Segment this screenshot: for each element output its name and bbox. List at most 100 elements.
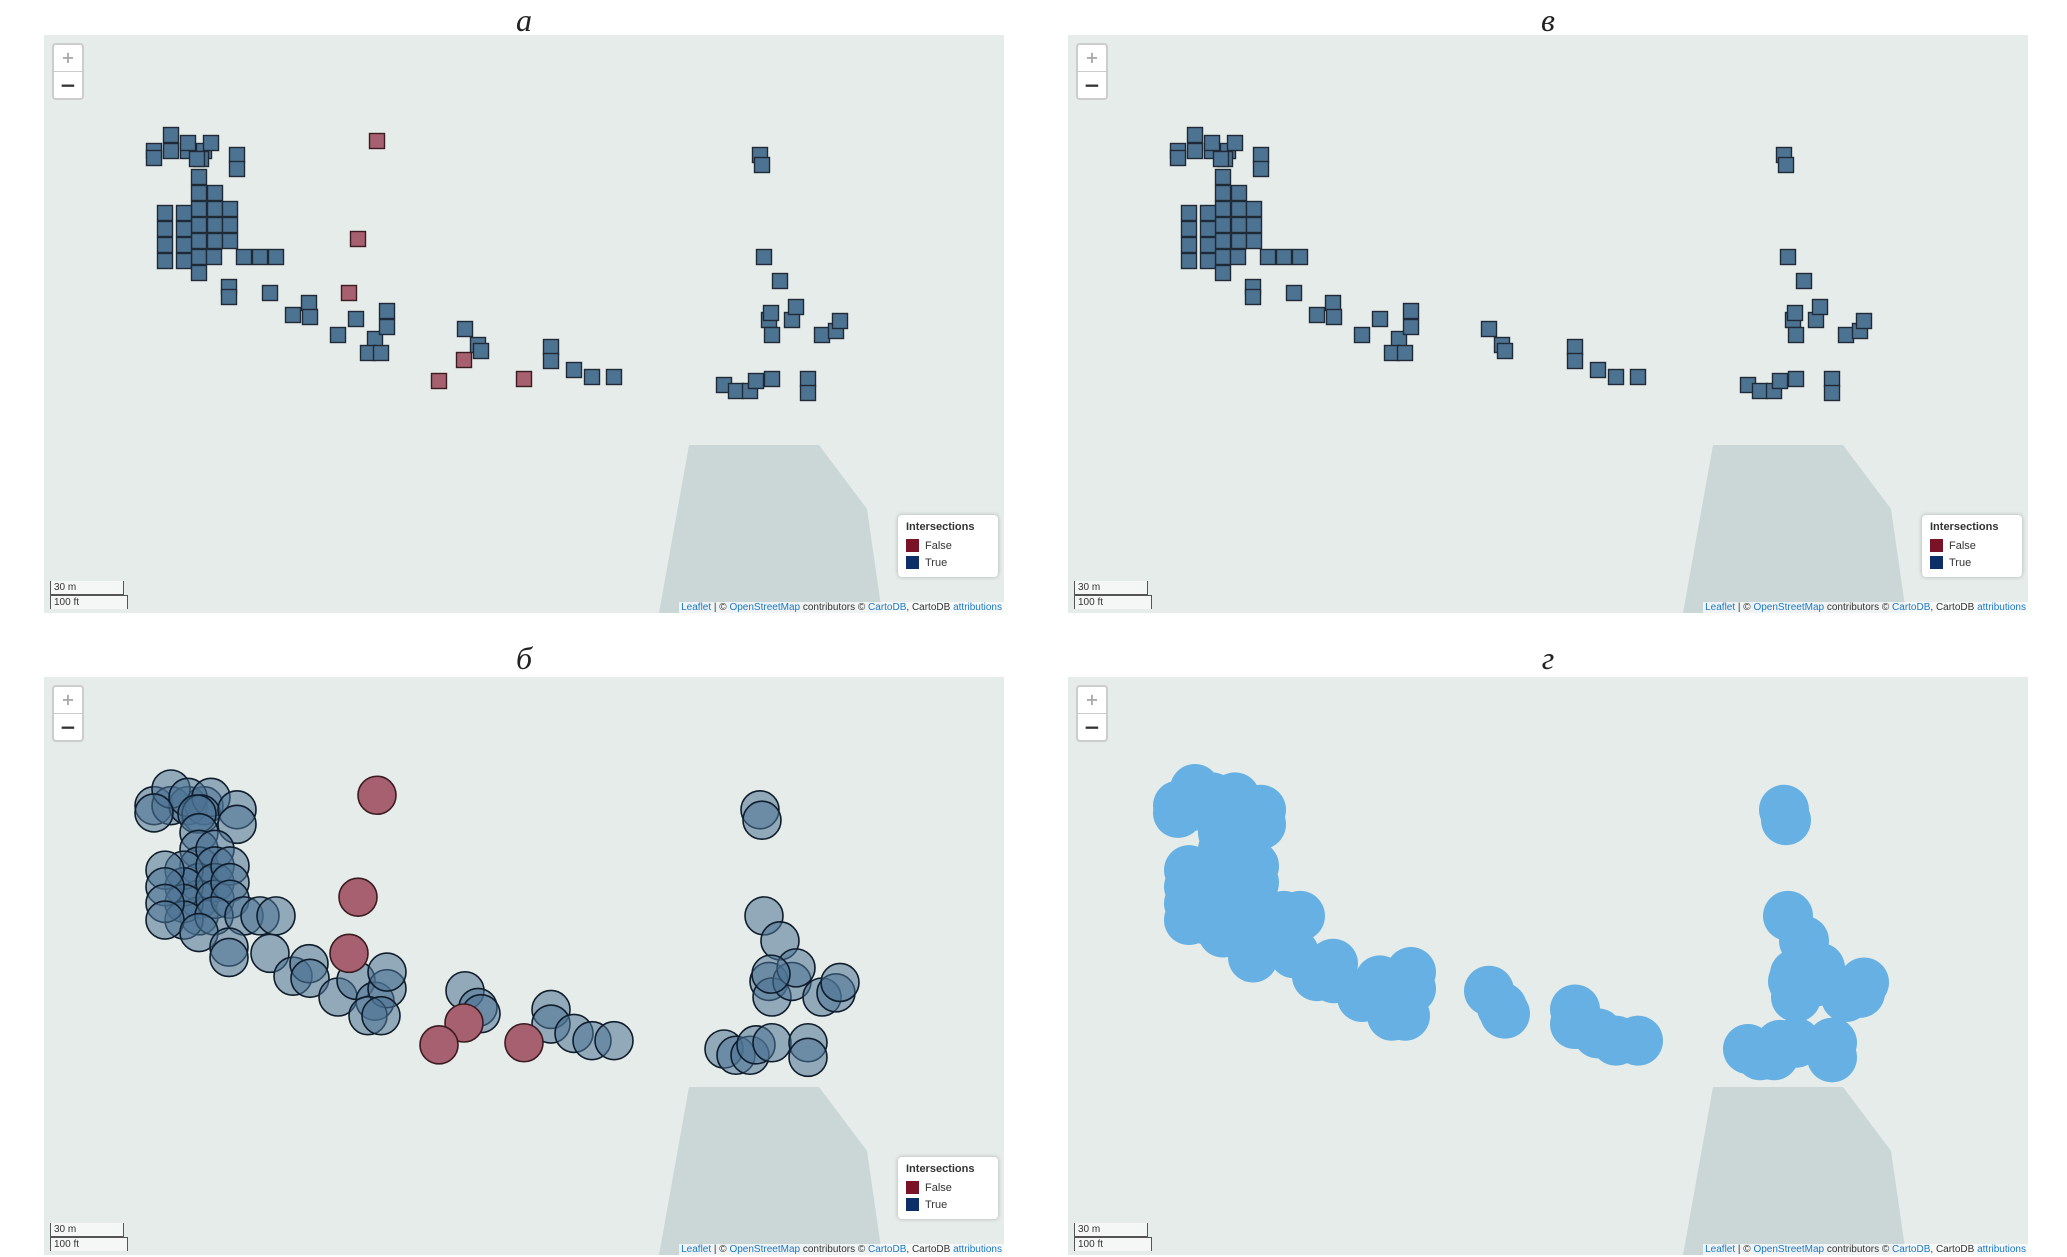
union-blob xyxy=(1807,1032,1857,1083)
map-panel-b[interactable]: + − Intersections False True 30 m 100 ft… xyxy=(44,677,1004,1255)
grid-cell-true xyxy=(190,168,208,186)
legend-item-false: False xyxy=(906,537,990,554)
grid-cell-true xyxy=(156,236,174,254)
grid-cell-true xyxy=(300,294,318,312)
map-canvas-a[interactable] xyxy=(44,35,1004,613)
union-blob xyxy=(1386,947,1436,998)
leaflet-link[interactable]: Leaflet xyxy=(1705,1244,1736,1255)
zoom-in-button[interactable]: + xyxy=(1078,687,1106,714)
legend: Intersections False True xyxy=(898,1157,998,1219)
grid-cell-true xyxy=(206,216,224,234)
map-canvas-b[interactable] xyxy=(44,677,1004,1255)
grid-cell-true xyxy=(1291,248,1309,266)
union-blob xyxy=(1153,787,1203,838)
attribution-carto-plain: , CartoDB xyxy=(1930,1244,1978,1255)
attributions-link[interactable]: attributions xyxy=(953,602,1002,613)
legend-title: Intersections xyxy=(906,521,975,533)
attribution-sep: | © xyxy=(711,1244,730,1255)
legend-label-false: False xyxy=(925,539,952,552)
osm-link[interactable]: OpenStreetMap xyxy=(729,602,801,613)
grid-cell-true xyxy=(190,216,208,234)
grid-cell-true xyxy=(1786,304,1804,322)
scale-bar: 30 m 100 ft xyxy=(50,581,128,609)
grid-cell-true xyxy=(831,312,849,330)
carto-link[interactable]: CartoDB xyxy=(1892,602,1931,613)
buffer-circle-true xyxy=(134,793,174,833)
grid-cell-true xyxy=(763,326,781,344)
attribution-contrib: contributors © xyxy=(1824,602,1893,613)
map-panel-a[interactable]: + − Intersections False True 30 m 100 ft… xyxy=(44,35,1004,613)
grid-cell-true xyxy=(1230,200,1248,218)
grid-cell-true xyxy=(1214,264,1232,282)
map-canvas-g[interactable] xyxy=(1068,677,2028,1255)
grid-cell-true xyxy=(1230,232,1248,250)
scale-imperial: 100 ft xyxy=(1074,595,1152,609)
grid-cell-true xyxy=(1245,232,1263,250)
grid-cell-true xyxy=(1787,370,1805,388)
attributions-link[interactable]: attributions xyxy=(1977,1244,2026,1255)
grid-cell-true xyxy=(1226,134,1244,152)
zoom-out-button[interactable]: − xyxy=(59,715,77,739)
buffer-circle-true xyxy=(594,1020,634,1061)
leaflet-link[interactable]: Leaflet xyxy=(1705,602,1736,613)
attributions-link[interactable]: attributions xyxy=(1977,602,2026,613)
grid-cell-true xyxy=(206,200,224,218)
grid-cell-true xyxy=(1779,248,1797,266)
zoom-in-button[interactable]: + xyxy=(54,687,82,714)
leaflet-link[interactable]: Leaflet xyxy=(681,1244,712,1255)
zoom-out-button[interactable]: − xyxy=(59,73,77,97)
grid-cell-true xyxy=(156,204,174,222)
grid-cell-true xyxy=(228,146,246,164)
scale-metric: 30 m xyxy=(1074,581,1148,595)
legend-swatch-false xyxy=(906,1181,919,1194)
attributions-link[interactable]: attributions xyxy=(953,1244,1002,1255)
grid-cell-true xyxy=(1180,236,1198,254)
grid-cell-true xyxy=(799,384,817,402)
grid-cell-true xyxy=(787,298,805,316)
grid-cell-true xyxy=(1795,272,1813,290)
grid-cell-true xyxy=(190,248,208,266)
grid-cell-true xyxy=(747,372,765,390)
carto-link[interactable]: CartoDB xyxy=(1892,1244,1931,1255)
buffer-circle-false xyxy=(357,775,397,816)
grid-cell-true xyxy=(1252,146,1270,164)
zoom-out-button[interactable]: − xyxy=(1083,715,1101,739)
buffer-circle-false xyxy=(338,877,378,917)
scale-bar: 30 m 100 ft xyxy=(1074,1223,1152,1251)
zoom-in-button[interactable]: + xyxy=(1078,45,1106,72)
grid-cell-true xyxy=(1823,370,1841,388)
grid-cell-true xyxy=(1259,248,1277,266)
grid-cell-true xyxy=(378,302,396,320)
grid-cell-true xyxy=(1180,252,1198,270)
map-canvas-v[interactable] xyxy=(1068,35,2028,613)
grid-cell-true xyxy=(1203,134,1221,152)
osm-link[interactable]: OpenStreetMap xyxy=(1753,1244,1825,1255)
grid-cell-true xyxy=(1308,306,1326,324)
grid-cell-true xyxy=(771,272,789,290)
leaflet-link[interactable]: Leaflet xyxy=(681,602,712,613)
carto-link[interactable]: CartoDB xyxy=(868,1244,907,1255)
map-panel-g[interactable]: + − 30 m 100 ft Leaflet | © OpenStreetMa… xyxy=(1068,677,2028,1255)
zoom-control: + − xyxy=(1076,685,1108,742)
grid-cell-true xyxy=(1230,184,1248,202)
grid-cell-true xyxy=(753,156,771,174)
osm-link[interactable]: OpenStreetMap xyxy=(729,1244,801,1255)
scale-imperial: 100 ft xyxy=(50,1237,128,1251)
attribution: Leaflet | © OpenStreetMap contributors ©… xyxy=(679,1244,1004,1255)
grid-cell-true xyxy=(1589,361,1607,379)
carto-link[interactable]: CartoDB xyxy=(868,602,907,613)
map-panel-v[interactable]: + − Intersections False True 30 m 100 ft… xyxy=(1068,35,2028,613)
grid-cell-true xyxy=(221,200,239,218)
buffer-circle-true xyxy=(820,962,860,1003)
grid-cell-true xyxy=(763,370,781,388)
zoom-out-button[interactable]: − xyxy=(1083,73,1101,97)
grid-cell-true xyxy=(1496,342,1514,360)
grid-cell-true xyxy=(605,368,623,386)
grid-cell-false xyxy=(349,230,367,248)
grid-cell-true xyxy=(1629,368,1647,386)
legend-item-true: True xyxy=(1930,554,2014,571)
zoom-in-button[interactable]: + xyxy=(54,45,82,72)
osm-link[interactable]: OpenStreetMap xyxy=(1753,602,1825,613)
grid-cell-true xyxy=(1811,298,1829,316)
legend-item-true: True xyxy=(906,554,990,571)
